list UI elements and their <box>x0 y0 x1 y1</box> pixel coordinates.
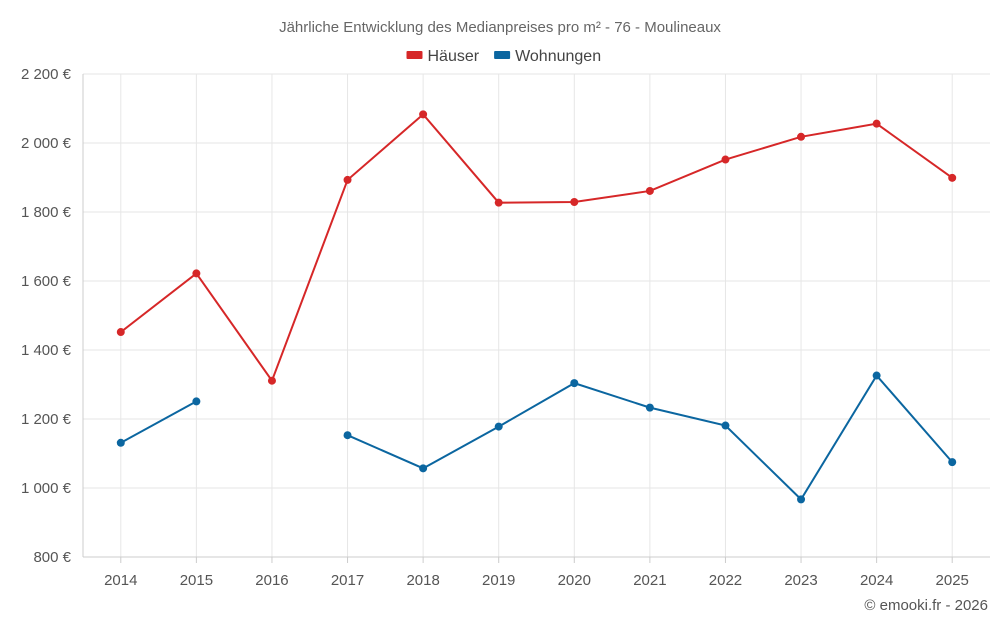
series-haeuser <box>116 110 957 385</box>
legend-label: Wohnungen <box>515 48 601 65</box>
x-tick-label: 2019 <box>482 572 515 589</box>
series-line-haeuser <box>120 112 953 383</box>
series-lines <box>116 110 957 504</box>
x-tick-label: 2017 <box>331 572 364 589</box>
data-point-haeuser[interactable] <box>797 132 806 141</box>
data-point-wohnungen[interactable] <box>797 495 806 504</box>
copyright-footer: © emooki.fr - 2026 <box>864 597 988 614</box>
data-point-wohnungen[interactable] <box>192 397 201 406</box>
y-tick-label: 1 000 € <box>21 480 72 497</box>
data-point-wohnungen[interactable] <box>570 379 579 388</box>
data-point-haeuser[interactable] <box>872 119 881 128</box>
data-point-wohnungen[interactable] <box>419 464 428 473</box>
data-point-haeuser[interactable] <box>948 173 957 182</box>
legend-item-wohnungen[interactable]: Wohnungen <box>494 48 601 65</box>
legend-label: Häuser <box>428 48 480 65</box>
x-tick-label: 2015 <box>180 572 213 589</box>
x-tick-label: 2020 <box>558 572 591 589</box>
legend-item-haeuser[interactable]: Häuser <box>406 48 480 65</box>
data-point-wohnungen[interactable] <box>721 421 730 430</box>
y-tick-label: 1 400 € <box>21 342 72 359</box>
data-point-wohnungen[interactable] <box>494 422 503 431</box>
legend-swatch <box>406 51 423 59</box>
x-tick-label: 2018 <box>406 572 439 589</box>
series-line-wohnungen <box>120 400 197 444</box>
data-point-wohnungen[interactable] <box>948 458 957 467</box>
axes: 800 € 1 000 € 1 200 € 1 400 € 1 600 € 1 800 €… <box>21 66 990 589</box>
data-point-haeuser[interactable] <box>721 155 730 164</box>
x-tick-label: 2024 <box>860 572 893 589</box>
data-point-haeuser[interactable] <box>192 269 201 278</box>
x-tick-label: 2022 <box>709 572 742 589</box>
y-tick-label: 800 € <box>33 549 71 566</box>
series-wohnungen <box>116 371 957 504</box>
data-point-haeuser[interactable] <box>645 186 654 195</box>
data-point-wohnungen[interactable] <box>872 371 881 380</box>
data-point-haeuser[interactable] <box>419 110 428 119</box>
data-point-haeuser[interactable] <box>343 175 352 184</box>
chart-title: Jährliche Entwicklung des Medianpreises … <box>279 19 721 36</box>
y-tick-label: 1 600 € <box>21 273 72 290</box>
data-point-haeuser[interactable] <box>267 376 276 385</box>
legend: Häuser Wohnungen <box>406 48 601 65</box>
y-tick-label: 2 200 € <box>21 66 72 83</box>
x-tick-label: 2021 <box>633 572 666 589</box>
y-tick-label: 2 000 € <box>21 135 72 152</box>
grid-lines <box>83 73 990 557</box>
x-tick-label: 2023 <box>784 572 817 589</box>
data-point-wohnungen[interactable] <box>645 403 654 412</box>
data-point-wohnungen[interactable] <box>343 431 352 440</box>
data-point-haeuser[interactable] <box>494 198 503 207</box>
x-tick-label: 2016 <box>255 572 288 589</box>
y-tick-label: 1 200 € <box>21 411 72 428</box>
data-point-wohnungen[interactable] <box>116 438 125 447</box>
data-point-haeuser[interactable] <box>116 328 125 337</box>
y-tick-label: 1 800 € <box>21 204 72 221</box>
x-tick-label: 2025 <box>936 572 969 589</box>
legend-swatch <box>494 51 511 59</box>
x-tick-label: 2014 <box>104 572 137 589</box>
data-point-haeuser[interactable] <box>570 197 579 206</box>
